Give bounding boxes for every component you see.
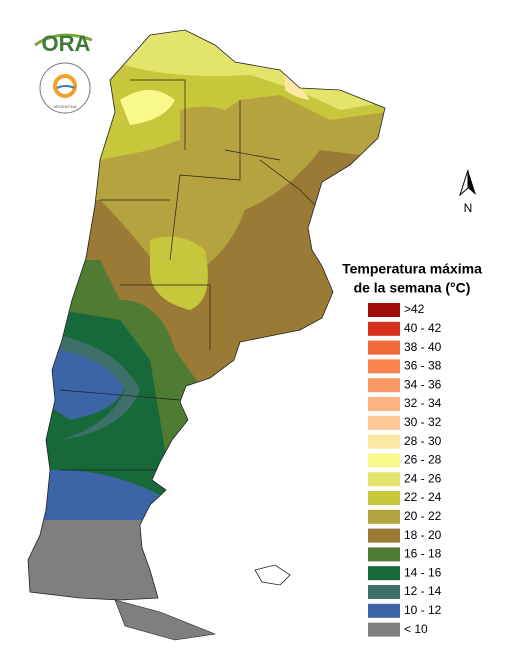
- zone: [285, 75, 310, 100]
- legend-swatch: [368, 321, 400, 336]
- legend-label: >42: [404, 302, 425, 316]
- legend-label: 36 - 38: [404, 359, 442, 373]
- legend-swatch: [368, 378, 400, 393]
- seal-wave: [56, 85, 76, 89]
- legend-label: 32 - 34: [404, 396, 442, 410]
- legend-label: 20 - 22: [404, 509, 442, 523]
- legend-label: < 10: [404, 622, 428, 636]
- legend-label: 34 - 36: [404, 377, 442, 391]
- zone: [40, 345, 125, 420]
- legend-swatch: [368, 415, 400, 430]
- legend-swatch: [368, 585, 400, 599]
- country-outline: [27, 29, 386, 601]
- legend-swatch: [368, 453, 400, 468]
- legend: Temperatura máxima de la semana (°C) >42 40…: [342, 261, 482, 637]
- legend-swatch: [368, 359, 400, 374]
- legend-label: 14 - 16: [404, 565, 442, 579]
- legend-swatch: [368, 509, 400, 524]
- legend-label: 18 - 20: [404, 528, 442, 542]
- province-borders: [59, 79, 316, 471]
- legend-swatch: [368, 622, 400, 637]
- zone: [150, 236, 208, 310]
- legend-swatch: [368, 566, 400, 581]
- zone: [60, 335, 140, 440]
- legend-title: Temperatura máxima: [342, 261, 482, 277]
- legend-label: 40 - 42: [404, 321, 442, 335]
- malvinas: [254, 564, 291, 586]
- seal: [39, 62, 91, 114]
- legend-label: 12 - 14: [404, 584, 442, 598]
- legend-swatch: [368, 603, 400, 618]
- seal-text: ARGENTINA: [53, 104, 77, 109]
- legend-swatch: [368, 397, 400, 411]
- legend-label: 22 - 24: [404, 490, 442, 504]
- legend-label: 24 - 26: [404, 471, 442, 485]
- logo-text: ORA: [42, 31, 91, 56]
- legend-title: de la semana (°C): [354, 280, 471, 296]
- legend-label: 16 - 18: [404, 547, 442, 561]
- zone: [120, 90, 175, 125]
- compass-arrow: [458, 169, 469, 197]
- logo-swoosh: [34, 33, 93, 47]
- legend-swatch: [368, 303, 400, 317]
- legend-swatch: [368, 491, 400, 505]
- legend-swatch: [368, 472, 400, 487]
- legend-label: 30 - 32: [404, 415, 442, 429]
- legend-swatch: [368, 340, 400, 355]
- legend-label: 10 - 12: [404, 603, 442, 617]
- legend-swatch: [368, 434, 400, 449]
- zone: [180, 106, 241, 180]
- legend-swatch: [368, 547, 400, 562]
- legend-label: 26 - 28: [404, 453, 442, 467]
- tierra-del-fuego: [114, 599, 217, 641]
- seal-emblem: [53, 74, 77, 98]
- legend-label: 28 - 30: [404, 434, 442, 448]
- compass-arrow: [468, 170, 476, 195]
- legend-swatch: [368, 528, 400, 543]
- legend-label: 38 - 40: [404, 340, 442, 354]
- compass-label: N: [464, 201, 473, 215]
